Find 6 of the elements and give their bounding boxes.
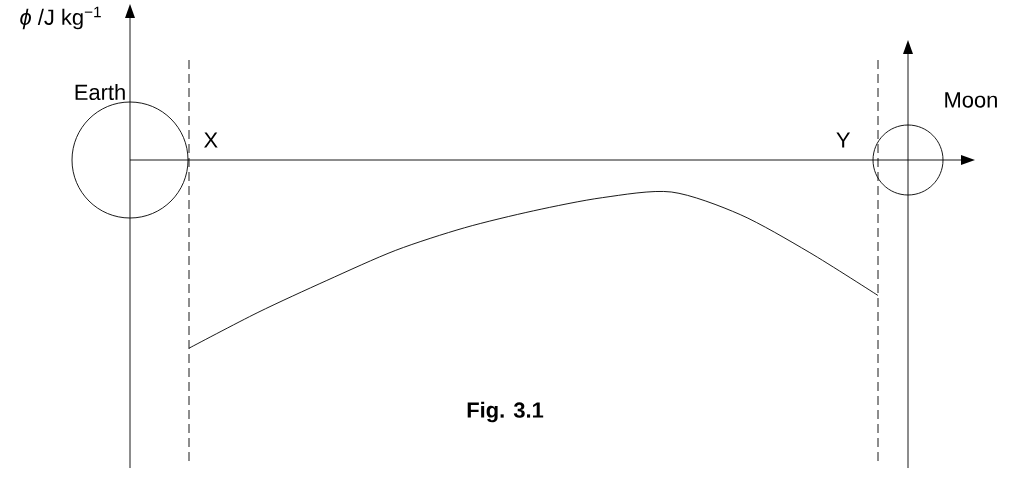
text: Earth: [75, 83, 125, 101]
text: X: [204, 132, 218, 148]
text: Moon: [945, 92, 997, 108]
caption: Fig. 3.1: [467, 401, 544, 423]
text: Y: [836, 132, 851, 148]
text: ϕ /J kg$^{−1}$: [20, 6, 101, 30]
